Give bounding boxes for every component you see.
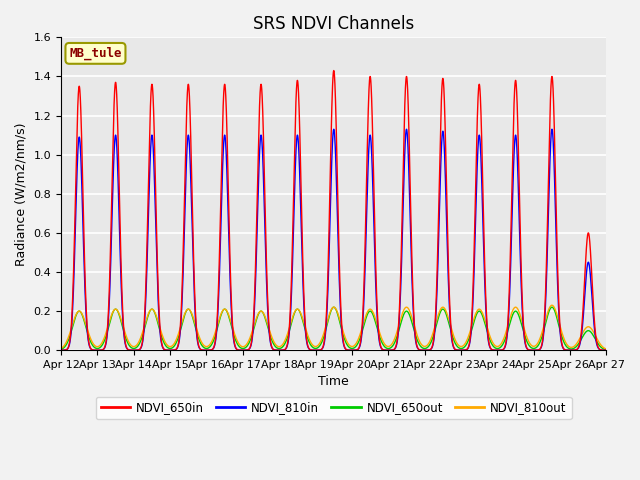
NDVI_650out <box>548 304 556 310</box>
NDVI_810in <box>601 348 609 353</box>
NDVI_810in <box>261 236 269 242</box>
NDVI_650in <box>168 348 176 353</box>
NDVI_810in <box>603 348 611 353</box>
Legend: NDVI_650in, NDVI_810in, NDVI_650out, NDVI_810out: NDVI_650in, NDVI_810in, NDVI_650out, NDV… <box>96 397 572 419</box>
NDVI_650in <box>601 348 609 353</box>
NDVI_650in <box>330 68 337 73</box>
NDVI_650in <box>57 348 65 353</box>
NDVI_810out <box>603 346 611 352</box>
NDVI_810in <box>57 348 65 353</box>
Line: NDVI_650out: NDVI_650out <box>61 307 607 350</box>
NDVI_810in <box>409 301 417 307</box>
NDVI_810in <box>548 126 556 132</box>
NDVI_810out <box>601 346 609 351</box>
NDVI_810out <box>548 302 556 308</box>
NDVI_810in <box>174 344 182 350</box>
NDVI_810out <box>261 314 269 320</box>
Line: NDVI_810out: NDVI_810out <box>61 305 607 349</box>
NDVI_810out <box>486 335 494 340</box>
NDVI_650in <box>486 345 494 351</box>
NDVI_650out <box>409 323 417 329</box>
NDVI_650in <box>409 292 417 298</box>
NDVI_650out <box>486 338 494 344</box>
NDVI_650out <box>174 336 182 342</box>
NDVI_810out <box>57 346 65 351</box>
NDVI_650out <box>603 347 611 353</box>
NDVI_650in <box>174 344 182 349</box>
NDVI_650out <box>261 315 269 321</box>
NDVI_650in <box>603 348 611 353</box>
Line: NDVI_810in: NDVI_810in <box>61 129 607 350</box>
Line: NDVI_650in: NDVI_650in <box>61 71 607 350</box>
NDVI_650out <box>168 345 176 351</box>
NDVI_810in <box>486 346 494 351</box>
NDVI_650out <box>57 347 65 352</box>
Title: SRS NDVI Channels: SRS NDVI Channels <box>253 15 414 33</box>
NDVI_810out <box>409 318 417 324</box>
X-axis label: Time: Time <box>318 375 349 388</box>
NDVI_650in <box>261 210 269 216</box>
NDVI_810out <box>174 333 182 339</box>
Y-axis label: Radiance (W/m2/nm/s): Radiance (W/m2/nm/s) <box>15 122 28 265</box>
NDVI_810in <box>168 348 176 353</box>
NDVI_650out <box>601 347 609 352</box>
NDVI_810out <box>168 343 176 349</box>
Text: MB_tule: MB_tule <box>69 47 122 60</box>
